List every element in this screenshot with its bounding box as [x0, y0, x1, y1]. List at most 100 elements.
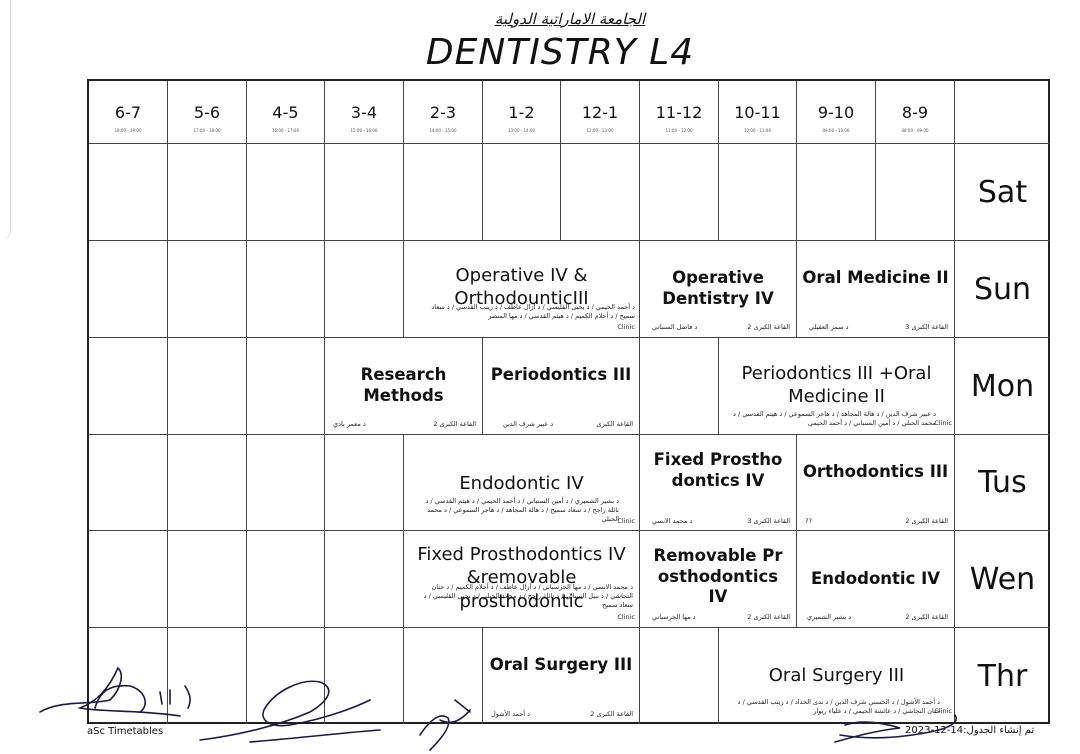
day-label-tus: Tus	[955, 435, 1050, 531]
subject-name: Fixed Prosthodontics IV	[653, 450, 783, 490]
empty-cell	[247, 241, 325, 338]
period-header-11-12: 11-12 11:00 - 12:00	[640, 81, 719, 144]
room-label: القاعة الكبرى 2	[747, 613, 790, 621]
period-header-4-5: 4-5 16:00 - 17:00	[247, 81, 325, 144]
empty-cell	[325, 435, 404, 531]
room-label: Clinic	[934, 707, 952, 715]
subject-name: Research Methods	[360, 365, 447, 405]
activity-operative-orthodontic[interactable]: Operative IV & OrthodounticIII د أحمد ال…	[404, 241, 640, 338]
room-label: القاعة الكبرى 2	[433, 420, 476, 428]
empty-cell	[89, 531, 168, 628]
period-header-5-6: 5-6 17:00 - 18:00	[168, 81, 247, 144]
teacher-name: د سمر العقيلي	[809, 323, 849, 331]
activity-endodontic[interactable]: Endodontic IV د بشير الشميري القاعة الكب…	[797, 531, 955, 628]
room-label: القاعة الكبرى 2	[590, 710, 633, 718]
activity-oral-surgery[interactable]: Oral Surgery III د أحمد الأشول القاعة ال…	[483, 628, 640, 724]
empty-cell	[719, 144, 797, 241]
activity-oral-surgery-clinic[interactable]: Oral Surgery III د أحمد الأشول / د الحسن…	[719, 628, 955, 724]
empty-cell	[168, 338, 247, 435]
room-label: Clinic	[617, 613, 635, 621]
empty-cell	[640, 338, 719, 435]
teacher-list: د محمد الانسي / د مها الجرسباني / د أزال…	[423, 583, 633, 609]
teacher-name: د معمر بادي	[333, 420, 366, 428]
period-header-1-2: 1-2 13:00 - 14:00	[483, 81, 561, 144]
teacher-name: د مها الجرسباني	[652, 613, 696, 621]
page-title: DENTISTRY L4	[425, 32, 695, 73]
empty-cell	[247, 338, 325, 435]
teacher-name: د عبير شرف الدين	[503, 420, 554, 428]
activity-operative-dentistry[interactable]: Operative Dentistry IV د فاضل السنباني ا…	[640, 241, 797, 338]
room-label: القاعة الكبرى 3	[905, 323, 948, 331]
empty-cell	[168, 435, 247, 531]
subject-name: Periodontics III	[490, 365, 632, 384]
activity-periodontics-oral-medicine[interactable]: Periodontics III +Oral Medicine II د عبي…	[719, 338, 955, 435]
generated-date: تم إنشاء الجدول:14-12-2023	[905, 725, 1035, 736]
app-footer: aSc Timetables	[87, 726, 164, 737]
activity-fixed-prosthodontics[interactable]: Fixed Prosthodontics IV د محمد الانسي ال…	[640, 435, 797, 531]
room-label: Clinic	[617, 517, 635, 525]
activity-fixed-removable-prosthodontics[interactable]: Fixed Prosthodontics IV &removable prost…	[404, 531, 640, 628]
empty-cell	[561, 144, 640, 241]
activity-removable-prosthodontics[interactable]: Removable Prosthodontics IV د مها الجرسب…	[640, 531, 797, 628]
activity-research-methods[interactable]: Research Methods د معمر بادي القاعة الكب…	[325, 338, 483, 435]
empty-cell	[325, 628, 404, 724]
empty-cell	[325, 144, 404, 241]
room-label: القاعة الكبرى 2	[905, 517, 948, 525]
teacher-list: د عبير شرف الدين / د هالة المجاهد / د ها…	[733, 410, 936, 427]
empty-cell	[404, 628, 483, 724]
subject-name: Endodontic IV	[810, 569, 941, 588]
teacher-name: ??	[805, 517, 812, 525]
empty-cell	[325, 241, 404, 338]
empty-cell	[89, 144, 168, 241]
empty-cell	[168, 144, 247, 241]
subject-name: Fixed Prosthodontics IV &removable prost…	[417, 544, 626, 612]
empty-cell	[247, 435, 325, 531]
empty-cell	[483, 144, 561, 241]
period-header-9-10: 9-10 09:00 - 10:00	[797, 81, 876, 144]
teacher-name: د محمد الانسي	[652, 517, 693, 525]
empty-cell	[404, 144, 483, 241]
empty-cell	[89, 338, 168, 435]
day-label-wen: Wen	[955, 531, 1050, 628]
room-label: القاعة الكبرى 3	[747, 517, 790, 525]
teacher-list: د أحمد الحيمي / د يحيى القليسي / د أزال …	[431, 303, 635, 320]
corner-cell	[955, 81, 1050, 144]
subject-name: Oral Surgery III	[768, 665, 905, 686]
period-header-2-3: 2-3 14:00 - 15:00	[404, 81, 483, 144]
period-header-6-7: 6-7 18:00 - 19:00	[89, 81, 168, 144]
subject-name: Orthodontics III	[802, 462, 949, 481]
day-label-mon: Mon	[955, 338, 1050, 435]
empty-cell	[168, 628, 247, 724]
empty-cell	[325, 531, 404, 628]
timetable-grid: 6-7 18:00 - 19:00 5-6 17:00 - 18:00 4-5 16:…	[87, 79, 1050, 724]
subject-name: Periodontics III +Oral Medicine II	[741, 363, 932, 407]
empty-cell	[797, 144, 876, 241]
empty-cell	[168, 531, 247, 628]
empty-cell	[640, 628, 719, 724]
empty-cell	[247, 531, 325, 628]
empty-cell	[247, 144, 325, 241]
period-header-8-9: 8-9 08:00 - 09:00	[876, 81, 955, 144]
room-label: القاعة الكبرى 2	[905, 613, 948, 621]
empty-cell	[640, 144, 719, 241]
activity-endodontic-clinic[interactable]: Endodontic IV د بشير الشميري / د أمين ال…	[404, 435, 640, 531]
room-label: القاعة الكبرى	[596, 420, 634, 428]
period-header-3-4: 3-4 15:00 - 16:00	[325, 81, 404, 144]
teacher-name: د أحمد الأشول	[491, 710, 531, 718]
period-header-10-11: 10-11 10:00 - 11:00	[719, 81, 797, 144]
subject-name: Oral Surgery III	[489, 655, 633, 674]
empty-cell	[89, 241, 168, 338]
activity-periodontics[interactable]: Periodontics III د عبير شرف الدين القاعة…	[483, 338, 640, 435]
subject-name: Endodontic IV	[459, 473, 584, 494]
activity-oral-medicine[interactable]: Oral Medicine II د سمر العقيلي القاعة ال…	[797, 241, 955, 338]
room-label: Clinic	[934, 419, 952, 427]
subject-name: Oral Medicine II	[802, 268, 949, 287]
activity-orthodontics[interactable]: Orthodontics III ?? القاعة الكبرى 2	[797, 435, 955, 531]
period-header-12-1: 12-1 12:00 - 13:00	[561, 81, 640, 144]
empty-cell	[89, 628, 168, 724]
room-label: القاعة الكبرى 2	[747, 323, 790, 331]
day-label-thr: Thr	[977, 658, 1028, 694]
teacher-list: د أحمد الأشول / د الحسني شرف الدين / د ن…	[737, 698, 940, 715]
empty-cell	[89, 435, 168, 531]
teacher-name: د فاضل السنباني	[652, 323, 698, 331]
